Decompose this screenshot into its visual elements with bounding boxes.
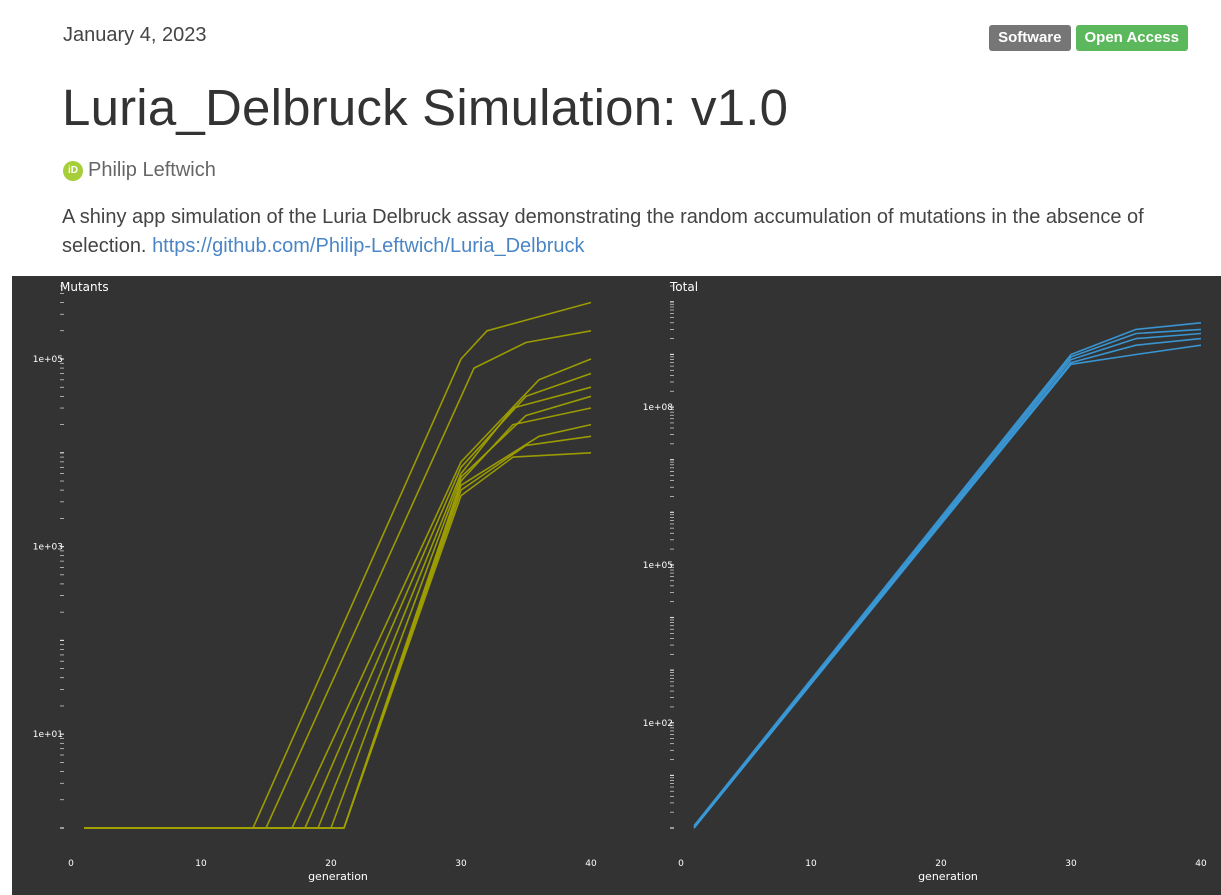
mutants-series-line xyxy=(84,452,592,829)
mutants-series-line xyxy=(84,423,592,829)
mutants-x-tick-label: 10 xyxy=(195,859,207,869)
total-panel: Total 1e+02 1e+05 1e+08 0 10 20 30 40 generati… xyxy=(643,280,1207,883)
mutants-series-line xyxy=(84,435,592,829)
mutants-panel: Mutants 1e+01 1e+03 1e+05 0 10 20 30 40 genera… xyxy=(33,280,597,883)
badge-group: Software Open Access xyxy=(989,25,1188,51)
mutants-panel-title: Mutants xyxy=(60,280,109,294)
mutants-series-line xyxy=(84,358,592,829)
total-y-tick-label: 1e+02 xyxy=(643,719,673,729)
page-title: Luria_Delbruck Simulation: v1.0 xyxy=(62,79,789,136)
total-y-axis: 1e+02 1e+05 1e+08 xyxy=(643,285,674,829)
total-lines xyxy=(693,322,1202,829)
total-series-line xyxy=(693,322,1202,827)
total-series-line xyxy=(693,337,1202,829)
mutants-lines xyxy=(84,301,592,829)
mutants-x-tick-label: 20 xyxy=(325,859,337,869)
software-badge[interactable]: Software xyxy=(989,25,1071,51)
total-series-line xyxy=(693,332,1202,829)
description-text: A shiny app simulation of the Luria Delb… xyxy=(62,206,1144,257)
open-access-badge[interactable]: Open Access xyxy=(1075,25,1188,51)
github-link[interactable]: https://github.com/Philip-Leftwich/Luria… xyxy=(152,235,585,257)
mutants-y-tick-label: 1e+01 xyxy=(33,730,63,740)
author: iD Philip Leftwich xyxy=(63,159,216,182)
description: A shiny app simulation of the Luria Delb… xyxy=(62,203,1182,261)
simulation-figure: Mutants 1e+01 1e+03 1e+05 0 10 20 30 40 genera… xyxy=(12,276,1221,895)
orcid-icon[interactable]: iD xyxy=(63,160,83,181)
mutants-y-axis: 1e+01 1e+03 1e+05 xyxy=(33,285,64,829)
mutants-x-axis: 0 10 20 30 40 xyxy=(68,859,597,869)
total-x-axis-label: generation xyxy=(918,870,978,883)
total-x-tick-label: 0 xyxy=(678,859,684,869)
mutants-y-tick-label: 1e+03 xyxy=(33,543,63,553)
mutants-x-tick-label: 30 xyxy=(455,859,467,869)
mutants-series-line xyxy=(84,395,592,829)
mutants-y-tick-label: 1e+05 xyxy=(33,355,63,365)
publication-date: January 4, 2023 xyxy=(63,24,207,46)
total-y-tick-label: 1e+05 xyxy=(643,561,673,571)
mutants-x-tick-label: 0 xyxy=(68,859,74,869)
author-name[interactable]: Philip Leftwich xyxy=(88,159,216,181)
total-y-tick-label: 1e+08 xyxy=(643,403,674,413)
total-panel-title: Total xyxy=(669,280,698,294)
total-series-line xyxy=(693,328,1202,829)
total-x-tick-label: 20 xyxy=(935,859,947,869)
total-x-tick-label: 10 xyxy=(805,859,817,869)
mutants-x-tick-label: 40 xyxy=(585,859,597,869)
mutants-series-line xyxy=(84,407,592,829)
mutants-series-line xyxy=(84,372,592,829)
total-x-tick-label: 40 xyxy=(1195,859,1207,869)
simulation-plots: Mutants 1e+01 1e+03 1e+05 0 10 20 30 40 genera… xyxy=(33,280,1207,883)
total-x-tick-label: 30 xyxy=(1065,859,1077,869)
total-x-axis: 0 10 20 30 40 xyxy=(678,859,1207,869)
total-series-line xyxy=(693,344,1202,829)
mutants-x-axis-label: generation xyxy=(308,870,368,883)
mutants-series-line xyxy=(84,301,592,829)
